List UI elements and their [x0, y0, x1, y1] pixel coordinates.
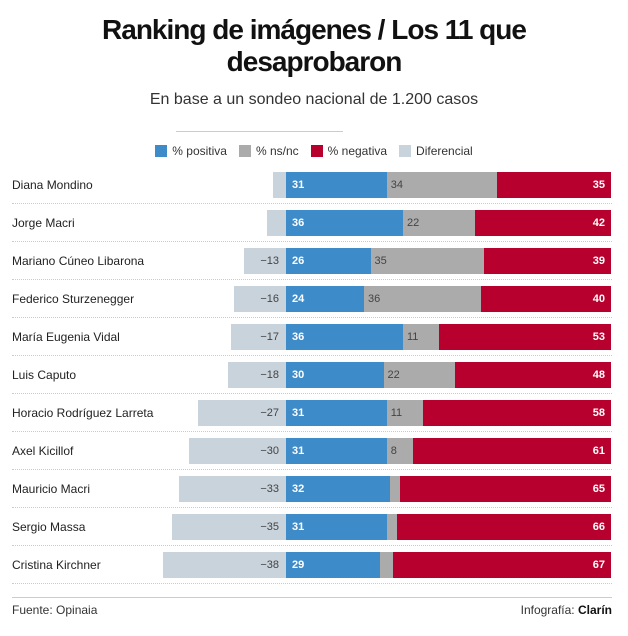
bar-negativa: 67: [393, 552, 611, 578]
chart-row: Jorge Macri 36 22 42: [12, 204, 612, 242]
bar-negativa: 48: [455, 362, 611, 388]
chart-row: Mariano Cúneo Libarona −13 26 35 39: [12, 242, 612, 280]
bar-diferencial: −16: [234, 286, 286, 312]
legend: % positiva % ns/nc % negativa Diferencia…: [0, 144, 628, 158]
row-label: Federico Sturzenegger: [12, 292, 135, 306]
legend-swatch-positiva: [155, 145, 168, 157]
bar-diferencial: −30: [188, 438, 286, 464]
bar-diferencial: [273, 172, 286, 198]
row-label: Sergio Massa: [12, 520, 86, 534]
bar-diferencial: −13: [243, 248, 286, 274]
chart-row: María Eugenia Vidal −17 36 11 53: [12, 318, 612, 356]
chart-row: Mauricio Macri −33 32 65: [12, 470, 612, 508]
bar-nsnc: 35: [370, 248, 485, 274]
bar-diferencial: −33: [178, 476, 286, 502]
bar-nsnc: [386, 514, 397, 540]
bar-negativa: 39: [484, 248, 611, 274]
bar-positiva: 31: [286, 172, 387, 198]
bar-positiva: 30: [286, 362, 384, 388]
chart-row: Federico Sturzenegger −16 24 36 40: [12, 280, 612, 318]
bar-nsnc: 36: [364, 286, 481, 312]
bar-negativa: 40: [481, 286, 611, 312]
chart-title-line-1: Ranking de imágenes / Los 11 que: [102, 14, 527, 45]
row-label: Jorge Macri: [12, 216, 75, 230]
chart-row: Diana Mondino 31 34 35: [12, 166, 612, 204]
legend-swatch-negativa: [310, 145, 323, 157]
bar-diferencial: −35: [172, 514, 286, 540]
bar-positiva: 31: [286, 438, 387, 464]
legend-label-positiva: % positiva: [172, 144, 227, 158]
bar-nsnc: 11: [403, 324, 439, 350]
bar-diferencial: −17: [230, 324, 286, 350]
legend-swatch-nsnc: [238, 145, 251, 157]
bar-nsnc: 11: [386, 400, 423, 426]
legend-item-positiva: % positiva: [155, 144, 227, 158]
legend-label-nsnc: % ns/nc: [255, 144, 299, 158]
legend-label-negativa: % negativa: [327, 144, 388, 158]
legend-swatch-diferencial: [399, 145, 412, 157]
bar-positiva: 31: [286, 400, 387, 426]
bar-diferencial: −38: [162, 552, 286, 578]
credit-brand: Clarín: [577, 603, 612, 617]
bar-positiva: 32: [286, 476, 390, 502]
bar-negativa: 42: [474, 210, 611, 236]
bar-positiva: 26: [286, 248, 371, 274]
chart-row: Horacio Rodríguez Larreta −27 31 11 58: [12, 394, 612, 432]
bar-nsnc: 34: [386, 172, 498, 198]
row-label: Mariano Cúneo Libarona: [12, 254, 145, 268]
bar-negativa: 58: [422, 400, 611, 426]
row-label: Axel Kicillof: [12, 444, 74, 458]
chart-row: Cristina Kirchner −38 29 67: [12, 546, 612, 584]
chart-subtitle: En base a un sondeo nacional de 1.200 ca…: [149, 91, 479, 108]
row-label: María Eugenia Vidal: [12, 330, 120, 344]
bar-nsnc: [390, 476, 400, 502]
row-label: Cristina Kirchner: [12, 558, 101, 572]
chart-row: Sergio Massa −35 31 66: [12, 508, 612, 546]
bar-positiva: 24: [286, 286, 364, 312]
footer-divider: [12, 597, 612, 598]
bar-nsnc: 22: [403, 210, 475, 236]
header-divider: [176, 131, 343, 132]
bar-diferencial: −27: [198, 400, 286, 426]
bar-negativa: 61: [412, 438, 611, 464]
bar-nsnc: 22: [383, 362, 455, 388]
row-label: Diana Mondino: [12, 178, 93, 192]
legend-item-negativa: % negativa: [310, 144, 388, 158]
bar-positiva: 29: [286, 552, 381, 578]
bar-diferencial: −18: [227, 362, 286, 388]
credit-note: Infografía: Clarín: [521, 603, 612, 617]
bar-positiva: 36: [286, 210, 403, 236]
row-label: Mauricio Macri: [12, 482, 91, 496]
bar-negativa: 66: [396, 514, 611, 540]
chart-title: Ranking de imágenes / Los 11 que desapro…: [0, 14, 628, 78]
bar-positiva: 36: [286, 324, 403, 350]
bar-negativa: 65: [399, 476, 611, 502]
bar-nsnc: [380, 552, 394, 578]
bar-nsnc: 8: [386, 438, 413, 464]
chart-row: Axel Kicillof −30 31 8 61: [12, 432, 612, 470]
row-label: Luis Caputo: [12, 368, 77, 382]
credit-prefix: Infografía:: [520, 603, 578, 617]
bar-negativa: 53: [438, 324, 611, 350]
legend-item-nsnc: % ns/nc: [238, 144, 299, 158]
bar-negativa: 35: [497, 172, 611, 198]
bar-diferencial: [266, 210, 286, 236]
chart-area: Diana Mondino 31 34 35 Jorge Macri 36 22 42 Mari…: [0, 166, 628, 584]
row-label: Horacio Rodríguez Larreta: [12, 406, 154, 420]
bar-positiva: 31: [286, 514, 387, 540]
chart-title-line-2: desaprobaron: [226, 46, 403, 77]
legend-label-diferencial: Diferencial: [416, 144, 473, 158]
legend-item-diferencial: Diferencial: [399, 144, 473, 158]
source-note: Fuente: Opinaia: [12, 603, 98, 617]
chart-row: Luis Caputo −18 30 22 48: [12, 356, 612, 394]
